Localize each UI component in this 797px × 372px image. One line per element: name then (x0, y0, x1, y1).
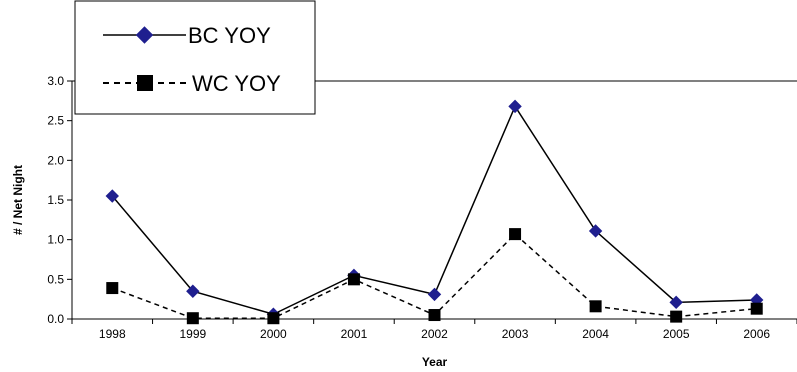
x-tick-label: 2005 (663, 327, 690, 341)
legend-swatch-marker-bc-yoy (135, 26, 154, 44)
x-tick-label: 2002 (421, 327, 448, 341)
data-point-square (509, 228, 522, 241)
data-point-square (428, 309, 441, 322)
x-tick-label: 2004 (582, 327, 609, 341)
y-tick-label: 2.5 (47, 114, 64, 128)
x-tick-label: 2001 (341, 327, 368, 341)
x-tick-label: 1998 (99, 327, 126, 341)
x-tick-label: 2003 (502, 327, 529, 341)
x-tick-label: 1999 (179, 327, 206, 341)
chart-legend: BC YOY WC YOY (74, 0, 316, 115)
legend-box (74, 0, 316, 115)
x-tick-label: 2000 (260, 327, 287, 341)
data-point-square (670, 310, 683, 323)
data-point-diamond (105, 189, 119, 203)
x-axis-ticks: 1998 1999 2000 2001 2002 2003 2004 2005 2006 (71, 319, 797, 341)
y-tick-label: 0.5 (47, 272, 64, 286)
data-point-square (267, 312, 280, 325)
y-tick-label: 2.0 (47, 153, 64, 167)
data-point-square (106, 282, 119, 295)
y-axis-ticks: 0.0 0.5 1.0 1.5 2.0 2.5 3.0 (47, 74, 72, 326)
y-tick-label: 0.0 (47, 312, 64, 326)
y-axis-title: # / Net Night (11, 165, 25, 235)
data-point-square (750, 302, 763, 315)
x-axis-title: Year (422, 355, 448, 369)
y-tick-label: 1.0 (47, 233, 64, 247)
chart-axes (71, 80, 797, 320)
data-point-diamond (669, 295, 683, 310)
x-tick-label: 2006 (743, 327, 770, 341)
data-point-square (347, 273, 360, 286)
data-point-diamond (588, 224, 603, 238)
legend-label-wc-yoy: WC YOY (192, 71, 281, 96)
y-tick-label: 1.5 (47, 193, 64, 207)
chart-series (105, 99, 764, 325)
legend-label-bc-yoy: BC YOY (188, 23, 271, 48)
y-tick-label: 3.0 (47, 74, 64, 88)
series-line (111, 104, 757, 316)
series-line (112, 233, 757, 319)
data-point-square (589, 300, 602, 313)
data-point-diamond (427, 287, 442, 302)
data-point-square (186, 312, 199, 325)
data-point-diamond (186, 284, 200, 298)
data-point-diamond (508, 99, 522, 114)
legend-swatch-marker-wc-yoy (137, 75, 153, 91)
